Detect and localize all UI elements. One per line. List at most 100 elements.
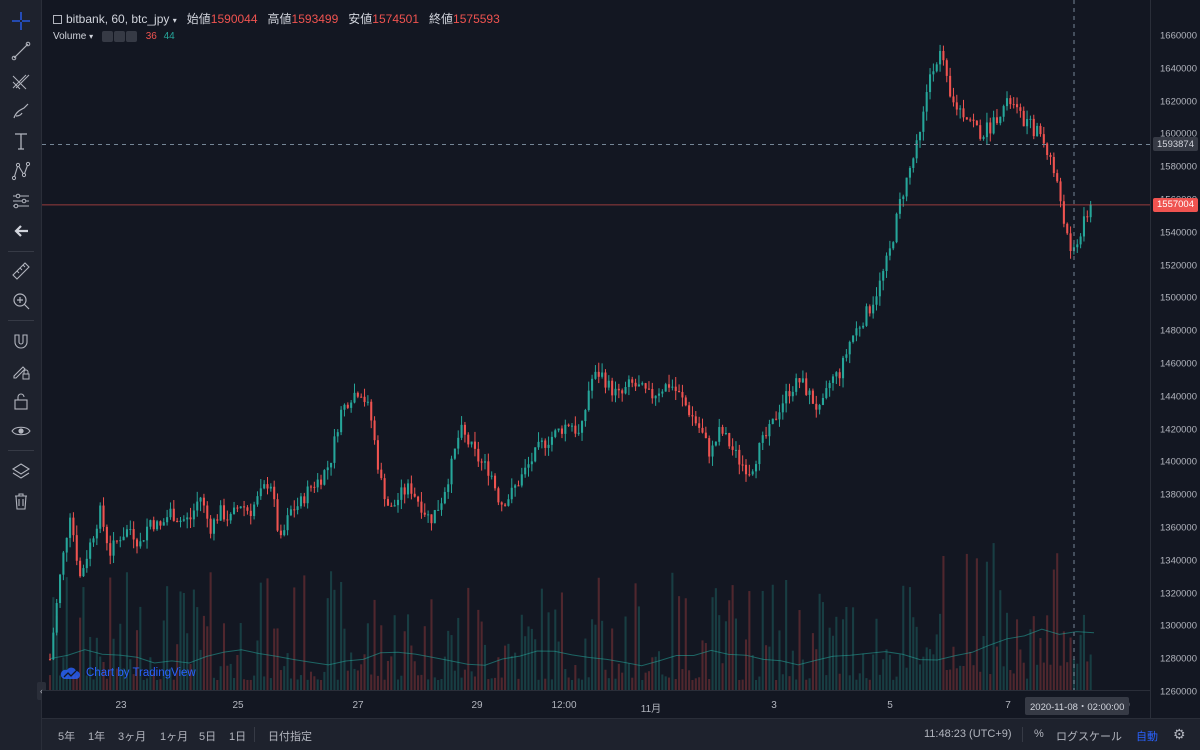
collapse-toolbar-button[interactable]: ‹: [37, 682, 46, 700]
series-legend: bitbank, 60, btc_jpy ▾ 始値1590044 高値15934…: [53, 10, 500, 27]
volume-bar: [791, 650, 794, 690]
volume-bar: [457, 617, 460, 690]
last-price-label: 1557004: [1153, 197, 1198, 212]
volume-bar: [65, 577, 68, 690]
volume-bar: [647, 671, 650, 690]
candle-body: [1052, 156, 1055, 174]
range-1d-button[interactable]: 1日: [229, 731, 247, 743]
candle-body: [657, 393, 661, 396]
drawing-toolbar: [0, 0, 42, 750]
candle-body: [1012, 104, 1015, 106]
candle-body: [62, 552, 65, 575]
candle-body: [842, 357, 845, 379]
volume-bar: [410, 645, 413, 690]
candle-body: [92, 538, 95, 543]
volume-bar: [179, 591, 182, 690]
candle-body: [865, 306, 868, 326]
prediction-icon[interactable]: [6, 188, 36, 214]
tradingview-badge[interactable]: Chart by TradingView: [60, 666, 196, 680]
range-1m-button[interactable]: 1ヶ月: [160, 731, 189, 743]
pattern-icon[interactable]: [6, 158, 36, 184]
candle-body: [922, 111, 925, 132]
gear-icon[interactable]: ⚙: [1173, 726, 1186, 742]
candle-body: [637, 384, 640, 387]
volume-bar: [637, 606, 640, 690]
trash-icon[interactable]: [6, 488, 36, 514]
candle-body: [413, 493, 416, 497]
eye-icon[interactable]: [6, 418, 36, 444]
volume-bar: [621, 672, 624, 690]
candle-body: [678, 391, 681, 393]
volume-bar: [266, 578, 269, 690]
legend-collapse-icon[interactable]: [53, 15, 62, 24]
zoom-in-icon[interactable]: [6, 288, 36, 314]
volume-bar: [925, 647, 928, 690]
volume-bar: [771, 584, 774, 690]
volume-bar: [487, 679, 490, 690]
candle-body: [681, 391, 684, 398]
candle-body: [457, 437, 460, 449]
candle-body: [463, 424, 466, 435]
candle-body: [989, 122, 992, 134]
candle-body: [872, 304, 875, 314]
candle-body: [393, 505, 396, 507]
range-5y-button[interactable]: 5年: [58, 731, 76, 743]
candle-body: [617, 388, 620, 391]
magnet-icon[interactable]: [6, 328, 36, 354]
chart-pane[interactable]: [42, 0, 1150, 718]
text-icon[interactable]: [6, 128, 36, 154]
goto-date-button[interactable]: 日付指定: [268, 731, 312, 743]
candle-body: [407, 483, 410, 495]
candle-body: [724, 432, 727, 434]
volume-bar: [363, 654, 366, 690]
volume-bar: [564, 669, 567, 690]
ruler-icon[interactable]: [6, 258, 36, 284]
symbol-label[interactable]: bitbank, 60, btc_jpy: [66, 12, 170, 26]
candle-body: [99, 505, 102, 529]
auto-scale-button[interactable]: 自動: [1136, 731, 1158, 743]
candle-body: [427, 514, 430, 516]
settings-icon[interactable]: [101, 31, 113, 42]
volume-bar: [738, 679, 741, 690]
chevron-down-icon[interactable]: ▾: [172, 16, 177, 25]
pitchfork-icon[interactable]: [6, 68, 36, 94]
volume-bar: [206, 626, 209, 690]
chevron-down-icon[interactable]: ▾: [89, 32, 94, 42]
trendline-icon[interactable]: [6, 38, 36, 64]
close-icon[interactable]: [125, 31, 137, 42]
candle-body: [129, 529, 132, 531]
volume-bar: [831, 635, 835, 690]
range-1y-button[interactable]: 1年: [88, 731, 106, 743]
volume-label[interactable]: Volume: [53, 31, 87, 43]
volume-bar: [684, 598, 687, 690]
candle-body: [825, 388, 828, 398]
volume-bar: [584, 638, 587, 690]
crosshair-icon[interactable]: [6, 8, 36, 34]
candle-body: [607, 380, 610, 388]
log-scale-button[interactable]: ログスケール: [1056, 731, 1122, 743]
candle-body: [671, 386, 674, 388]
price-tick-label: 1320000: [1160, 588, 1197, 600]
range-3m-button[interactable]: 3ヶ月: [118, 731, 147, 743]
gear-icon[interactable]: [113, 31, 125, 42]
volume-bar: [480, 621, 483, 690]
candle-body: [775, 418, 778, 420]
volume-bar: [607, 678, 610, 690]
volume-bar: [92, 679, 95, 690]
unlock-icon[interactable]: [6, 388, 36, 414]
volume-bar: [848, 675, 851, 690]
range-5d-button[interactable]: 5日: [199, 731, 217, 743]
brush-icon[interactable]: [6, 98, 36, 124]
price-scale[interactable]: 1660000164000016200001600000158000015600…: [1150, 0, 1200, 718]
back-arrow-icon[interactable]: [6, 218, 36, 244]
candle-body: [443, 491, 446, 504]
candlestick-chart[interactable]: [42, 0, 1150, 718]
candle-body: [440, 503, 443, 510]
volume-bar: [624, 616, 627, 690]
volume-bar: [85, 675, 88, 690]
percent-scale-button[interactable]: %: [1034, 728, 1044, 740]
lock-drawing-icon[interactable]: [6, 358, 36, 384]
clock-timezone[interactable]: 11:48:23 (UTC+9): [924, 728, 1012, 740]
layers-icon[interactable]: [6, 458, 36, 484]
